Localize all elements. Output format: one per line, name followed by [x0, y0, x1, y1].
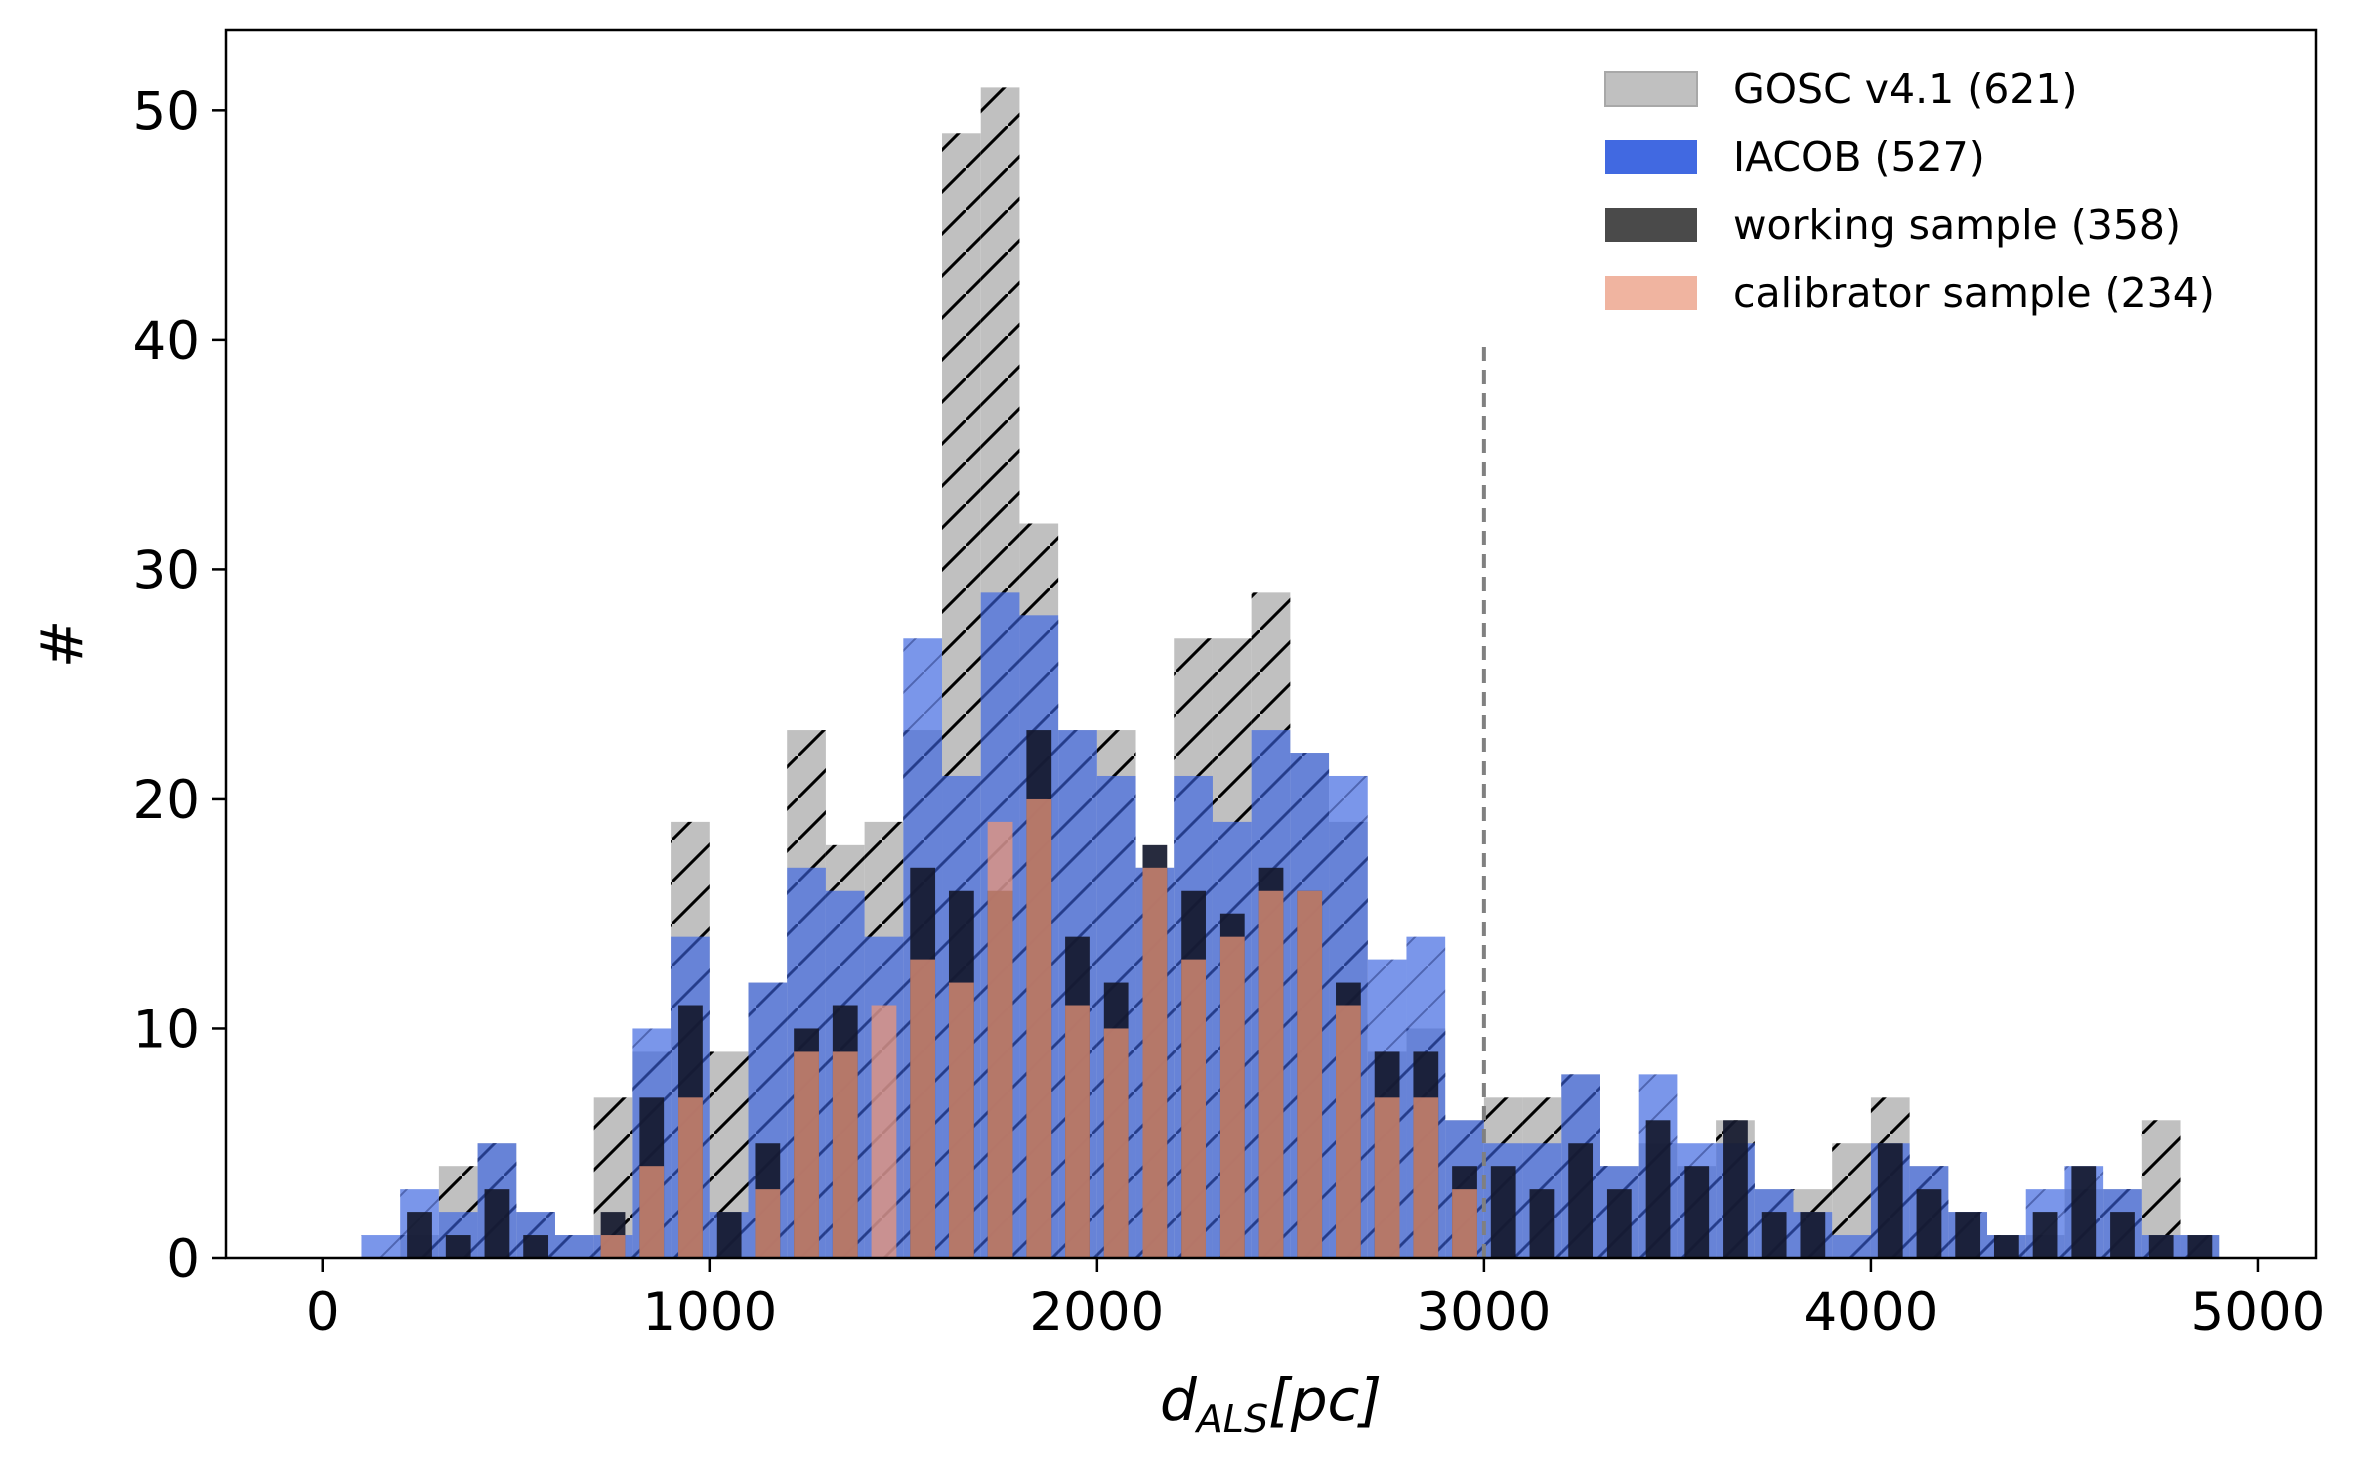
bar-working — [407, 1212, 432, 1258]
x-tick-label: 4000 — [1803, 1282, 1938, 1343]
bar-calibrator — [1297, 890, 1323, 1258]
y-tick-label: 30 — [133, 540, 200, 601]
x-axis-ticks: 0 1000 2000 3000 4000 5000 — [306, 1258, 2325, 1343]
bar-working — [2148, 1235, 2174, 1258]
series-calibrator-bars — [600, 798, 1477, 1258]
y-tick-label: 20 — [133, 770, 200, 831]
bar-calibrator — [832, 1051, 858, 1258]
bar-calibrator — [755, 1189, 781, 1258]
legend-swatch-working — [1605, 208, 1697, 242]
x-tick-label: 3000 — [1416, 1282, 1551, 1343]
legend-label-gosc: GOSC v4.1 (621) — [1733, 65, 2077, 113]
bar-working — [523, 1235, 549, 1258]
bar-calibrator — [1181, 959, 1206, 1258]
bar-working — [1761, 1212, 1787, 1258]
bar-working — [2187, 1235, 2213, 1258]
plot-frame — [224, 28, 2318, 1260]
bar-working — [2110, 1212, 2135, 1258]
bar-working — [1684, 1166, 1710, 1258]
legend-swatch-iacob — [1605, 140, 1697, 174]
x-axis-title: dALS[pc] — [1160, 1366, 1382, 1441]
bar-working — [1916, 1189, 1942, 1258]
bar-calibrator — [678, 1097, 703, 1258]
bar-calibrator — [794, 1051, 819, 1258]
legend: GOSC v4.1 (621) IACOB (527) working samp… — [1604, 65, 2215, 317]
bar-calibrator — [948, 982, 974, 1258]
y-tick-label: 40 — [133, 311, 200, 372]
bar-calibrator — [1336, 1005, 1361, 1258]
bar-calibrator — [1413, 1097, 1439, 1258]
bar-calibrator — [1374, 1097, 1400, 1258]
bar-working — [1606, 1189, 1632, 1258]
x-tick-label: 1000 — [642, 1282, 777, 1343]
bar-calibrator — [1065, 1005, 1090, 1258]
bar-working — [1723, 1120, 1748, 1258]
bar-iacob-hatch — [554, 1235, 594, 1258]
bar-working — [2071, 1166, 2097, 1258]
legend-label-calibrator: calibrator sample (234) — [1733, 269, 2215, 317]
bar-calibrator — [871, 1005, 897, 1258]
bar-calibrator — [1258, 890, 1284, 1258]
bar-working — [1877, 1143, 1903, 1258]
y-axis-ticks: 0 10 20 30 40 50 — [133, 81, 226, 1290]
bar-working — [1955, 1212, 1981, 1258]
bar-working — [716, 1212, 742, 1258]
legend-swatch-calibrator — [1605, 276, 1697, 310]
x-tick-label: 0 — [306, 1282, 340, 1343]
bar-calibrator — [600, 1235, 626, 1258]
bar-iacob-hatch — [1832, 1235, 1871, 1258]
bar-working — [1568, 1143, 1594, 1258]
bar-calibrator — [910, 959, 936, 1258]
x-tick-label: 5000 — [2190, 1282, 2325, 1343]
bar-calibrator — [1103, 1028, 1129, 1258]
bar-working — [484, 1189, 510, 1258]
legend-label-iacob: IACOB (527) — [1733, 133, 1985, 181]
bar-working — [1645, 1120, 1671, 1258]
bar-iacob-hatch — [361, 1235, 401, 1258]
y-axis-title: # — [28, 620, 96, 669]
bar-calibrator — [1452, 1189, 1477, 1258]
bar-working — [1993, 1235, 2019, 1258]
y-tick-label: 50 — [133, 81, 200, 142]
bar-calibrator — [1219, 936, 1245, 1258]
x-tick-label: 2000 — [1029, 1282, 1164, 1343]
bar-working — [1800, 1212, 1826, 1258]
bar-working — [445, 1235, 471, 1258]
bar-working — [2032, 1212, 2058, 1258]
y-tick-label: 0 — [166, 1229, 200, 1290]
bar-working — [1490, 1166, 1516, 1258]
bar-calibrator — [1142, 867, 1168, 1258]
y-tick-label: 10 — [133, 999, 200, 1060]
legend-swatch-gosc — [1604, 71, 1698, 107]
bar-working — [1529, 1189, 1555, 1258]
bar-calibrator — [639, 1166, 665, 1258]
legend-label-working: working sample (358) — [1733, 201, 2181, 249]
bar-calibrator — [987, 821, 1013, 1258]
bar-calibrator — [1026, 798, 1052, 1258]
